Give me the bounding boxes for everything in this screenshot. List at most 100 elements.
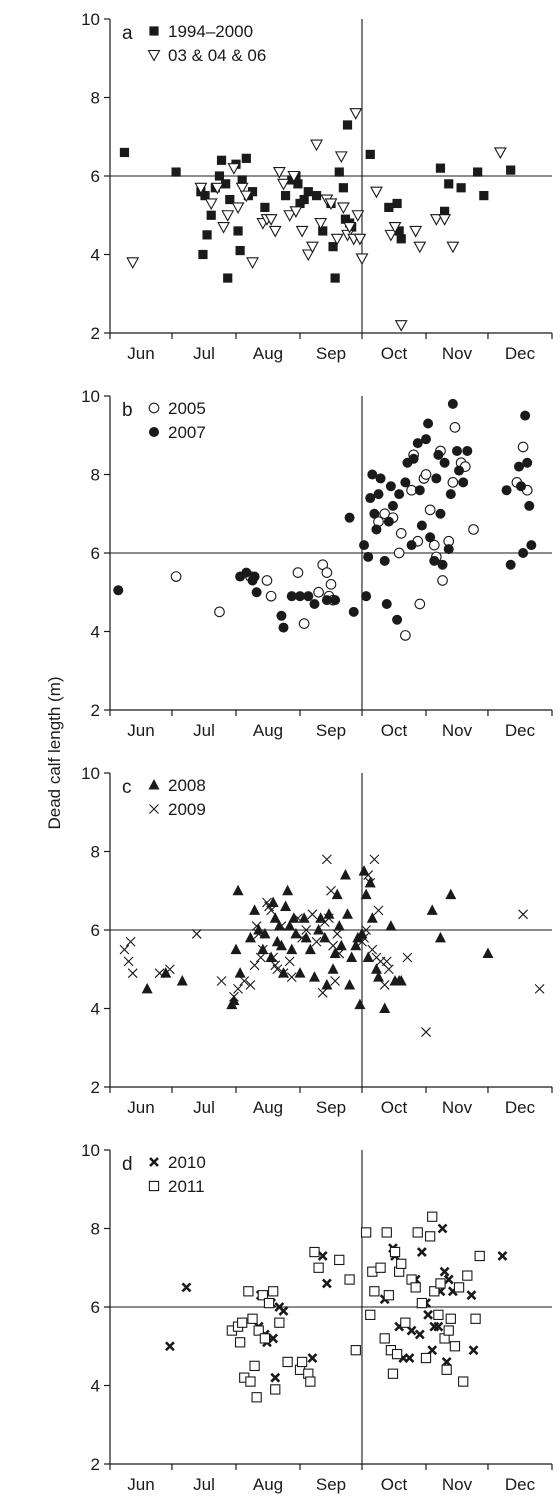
- data-point: [447, 477, 459, 488]
- data-point: [307, 1353, 318, 1363]
- data-point: [293, 179, 303, 189]
- series-1: [164, 1223, 508, 1383]
- data-point: [451, 445, 462, 456]
- data-point: [361, 925, 372, 935]
- data-point: [324, 913, 334, 924]
- data-point: [365, 493, 376, 504]
- data-point: [379, 1333, 390, 1344]
- data-point: [404, 1353, 415, 1363]
- data-point: [441, 1357, 452, 1367]
- data-point: [414, 485, 425, 496]
- data-point: [342, 120, 353, 130]
- data-point: [119, 147, 130, 158]
- data-point: [400, 630, 411, 641]
- data-point: [280, 191, 291, 201]
- data-point: [265, 590, 277, 602]
- data-point: [462, 1270, 473, 1281]
- data-point: [522, 457, 533, 468]
- data-point: [423, 418, 434, 429]
- data-point: [165, 964, 175, 975]
- data-point: [424, 1231, 436, 1242]
- y-tick-label: 2: [91, 1078, 100, 1097]
- data-point: [330, 976, 341, 986]
- data-point: [437, 1223, 448, 1234]
- data-point: [292, 567, 304, 578]
- data-point: [221, 179, 231, 189]
- data-point: [303, 187, 313, 197]
- y-tick-label: 6: [91, 544, 100, 563]
- data-point: [141, 982, 153, 994]
- data-point: [435, 508, 446, 519]
- data-point: [439, 1266, 450, 1277]
- data-point: [513, 461, 524, 472]
- data-point: [468, 1345, 479, 1356]
- data-point: [410, 1282, 421, 1293]
- x-tick-label: Jun: [127, 721, 154, 740]
- data-point: [321, 1278, 332, 1289]
- data-point: [293, 913, 303, 924]
- data-point: [275, 939, 287, 951]
- data-point: [402, 952, 413, 963]
- data-point: [501, 485, 512, 496]
- y-tick-label: 6: [91, 1298, 100, 1317]
- data-point: [365, 149, 375, 160]
- data-point: [342, 908, 354, 919]
- data-point: [286, 943, 298, 955]
- data-point: [237, 1317, 248, 1328]
- y-tick-label: 6: [91, 921, 100, 940]
- data-point: [126, 257, 140, 269]
- data-point: [241, 567, 252, 578]
- data-point: [396, 1258, 407, 1269]
- data-point: [270, 1372, 281, 1383]
- data-point: [444, 179, 454, 189]
- x-tick-label: Aug: [253, 1098, 283, 1117]
- data-point: [462, 445, 473, 456]
- data-point: [351, 210, 365, 222]
- data-point: [385, 481, 396, 492]
- data-point: [445, 489, 456, 500]
- x-tick-label: Aug: [253, 1475, 283, 1494]
- data-point: [113, 585, 124, 596]
- data-point: [375, 1262, 386, 1273]
- data-point: [400, 1317, 411, 1328]
- data-point: [331, 888, 343, 900]
- legend-backdrop: [144, 397, 314, 419]
- y-tick-label: 8: [91, 1220, 100, 1239]
- data-point: [518, 548, 529, 558]
- x-tick-label: Oct: [381, 1098, 408, 1117]
- data-point: [414, 1329, 425, 1340]
- legend-label: 2011: [168, 1177, 205, 1196]
- legend-backdrop: [144, 44, 314, 66]
- data-point: [516, 481, 527, 492]
- data-point: [517, 441, 529, 453]
- legend-label: 1994–2000: [168, 22, 253, 41]
- data-point: [330, 595, 341, 606]
- data-point: [400, 477, 411, 488]
- data-point: [394, 320, 408, 332]
- data-point: [284, 956, 295, 967]
- legend-label: 2010: [168, 1153, 206, 1172]
- data-point: [421, 434, 432, 445]
- data-point: [420, 1352, 432, 1364]
- data-point: [307, 909, 318, 920]
- data-point: [439, 457, 450, 468]
- data-point: [383, 964, 394, 975]
- data-point: [235, 182, 249, 195]
- data-point: [125, 936, 136, 947]
- y-tick-label: 10: [81, 1141, 100, 1160]
- y-tick-label: 10: [81, 764, 100, 783]
- data-point: [429, 555, 440, 566]
- data-point: [369, 1286, 380, 1297]
- data-point: [234, 967, 246, 978]
- data-point: [412, 1227, 423, 1238]
- data-point: [445, 888, 457, 900]
- x-tick-label: Sep: [316, 1098, 346, 1117]
- data-point: [413, 241, 427, 254]
- data-point: [387, 500, 398, 511]
- data-point: [392, 614, 403, 625]
- data-point: [373, 905, 384, 916]
- data-point: [216, 155, 227, 165]
- data-point: [327, 963, 339, 974]
- data-point: [268, 225, 282, 238]
- data-point: [365, 878, 376, 888]
